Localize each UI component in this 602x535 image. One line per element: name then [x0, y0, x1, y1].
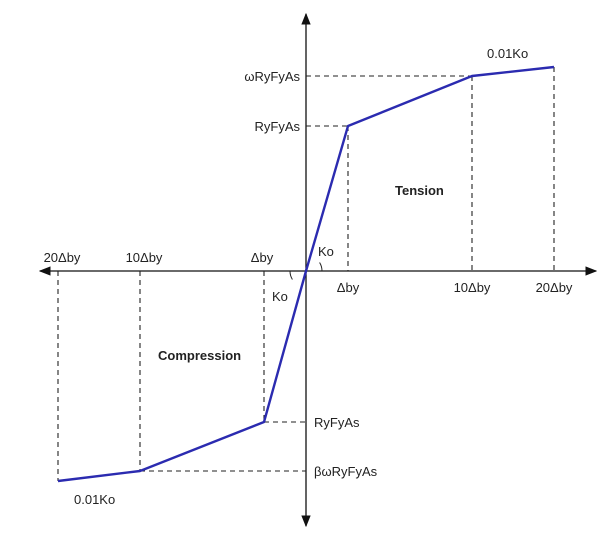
tension-yield-disp-label: Δby	[337, 280, 360, 295]
compression-20-disp-label: 20Δby	[44, 250, 81, 265]
compression-yield-disp-label: Δby	[251, 250, 274, 265]
initial-stiffness-arc-compression	[289, 270, 293, 280]
tension-10-disp-label: 10Δby	[454, 280, 491, 295]
compression-post-yield-stiffness-label: 0.01Ko	[74, 492, 115, 507]
compression-yield-force-label: RyFyAs	[314, 415, 360, 430]
tension-max-force-label: ωRyFyAs	[244, 69, 300, 84]
tension-yield-force-label: RyFyAs	[255, 119, 301, 134]
tension-region-label: Tension	[395, 183, 444, 198]
initial-stiffness-arc-tension	[319, 262, 323, 272]
compression-initial-stiffness-label: Ko	[272, 289, 288, 304]
compression-region-label: Compression	[158, 348, 241, 363]
tension-20-disp-label: 20Δby	[536, 280, 573, 295]
tension-initial-stiffness-label: Ko	[318, 244, 334, 259]
compression-max-force-label: βωRyFyAs	[314, 464, 378, 479]
compression-10-disp-label: 10Δby	[126, 250, 163, 265]
tension-post-yield-stiffness-label: 0.01Ko	[487, 46, 528, 61]
backbone-curve	[57, 65, 555, 483]
